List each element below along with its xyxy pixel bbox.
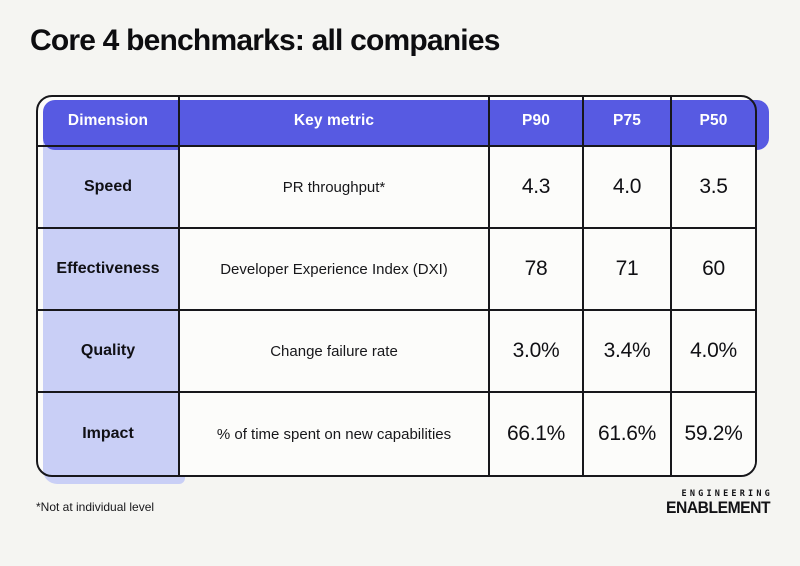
table-row-speed-p90: 4.3	[490, 147, 584, 229]
column-header-dimension: Dimension	[38, 97, 180, 147]
table-row-impact-p90: 66.1%	[490, 393, 584, 475]
table-row-effectiveness-p75: 71	[584, 229, 672, 311]
table-row-effectiveness-metric: Developer Experience Index (DXI)	[180, 229, 490, 311]
table-grid: Dimension Key metric P90 P75 P50 Speed P…	[36, 95, 757, 477]
column-header-p90: P90	[490, 97, 584, 147]
table-row-effectiveness-dimension: Effectiveness	[38, 229, 180, 311]
column-header-p75: P75	[584, 97, 672, 147]
table-row-speed-metric: PR throughput*	[180, 147, 490, 229]
table-row-quality-p90: 3.0%	[490, 311, 584, 393]
table-row-quality-p75: 3.4%	[584, 311, 672, 393]
engineering-enablement-logo: ENGINEERING ENABLEMENT	[657, 490, 770, 517]
footnote: *Not at individual level	[36, 500, 155, 514]
table-row-effectiveness-p50: 60	[672, 229, 755, 311]
table-row-impact-p50: 59.2%	[672, 393, 755, 475]
table-row-quality-metric: Change failure rate	[180, 311, 490, 393]
page-title: Core 4 benchmarks: all companies	[30, 24, 500, 57]
logo-line-engineering: ENGINEERING	[681, 489, 773, 499]
table-row-speed-dimension: Speed	[38, 147, 180, 229]
header-band	[43, 100, 769, 150]
column-header-p50: P50	[672, 97, 755, 147]
table-row-effectiveness-p90: 78	[490, 229, 584, 311]
table-row-impact-p75: 61.6%	[584, 393, 672, 475]
table-row-impact-metric: % of time spent on new capabilities	[180, 393, 490, 475]
table-row-impact-dimension: Impact	[38, 393, 180, 475]
table-row-speed-p50: 3.5	[672, 147, 755, 229]
logo-line-enablement: ENABLEMENT	[665, 497, 770, 517]
benchmark-table: Dimension Key metric P90 P75 P50 Speed P…	[36, 95, 769, 484]
column-header-key-metric: Key metric	[180, 97, 490, 147]
dimension-column-band	[43, 125, 185, 484]
table-row-quality-dimension: Quality	[38, 311, 180, 393]
table-row-quality-p50: 4.0%	[672, 311, 755, 393]
table-row-speed-p75: 4.0	[584, 147, 672, 229]
